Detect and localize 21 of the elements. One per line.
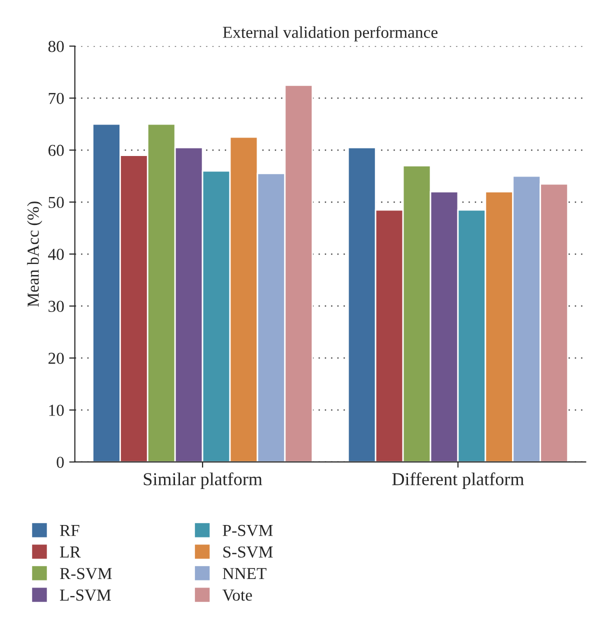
- legend-label: LR: [60, 546, 81, 558]
- y-tick-label: 80: [48, 40, 64, 52]
- legend-label: RF: [60, 525, 80, 536]
- legend-label: R-SVM: [60, 568, 112, 580]
- legend-label: L-SVM: [60, 590, 111, 601]
- legend-label: NNET: [222, 568, 266, 580]
- legend-label: P-SVM: [222, 524, 273, 536]
- x-tick-label: Similar platform: [144, 472, 262, 489]
- x-tick-label: Different platform: [392, 472, 524, 489]
- legend-label: Vote: [222, 590, 252, 601]
- y-tick-label: 50: [48, 196, 64, 208]
- y-tick-label: 0: [56, 456, 64, 468]
- y-tick-label: 70: [48, 92, 64, 104]
- y-axis-title: Mean bAcc (%): [27, 202, 42, 307]
- chart-title: External validation performance: [222, 26, 438, 42]
- y-tick-label: 30: [48, 300, 64, 312]
- y-tick-label: 10: [49, 404, 64, 416]
- y-tick-label: 20: [48, 352, 64, 364]
- legend-label: S-SVM: [223, 546, 273, 558]
- y-tick-label: 40: [48, 248, 64, 260]
- y-tick-label: 60: [48, 144, 64, 156]
